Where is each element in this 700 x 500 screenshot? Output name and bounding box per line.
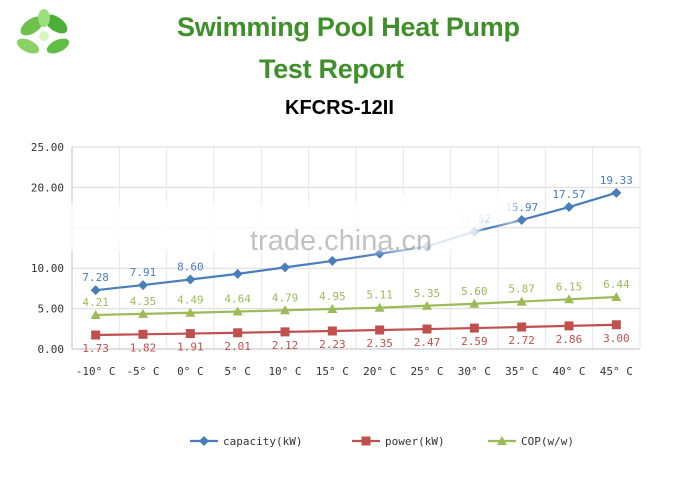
data-point [280,262,290,273]
data-point [233,328,243,338]
data-point [469,298,480,308]
x-tick-label: 25° C [410,365,443,378]
data-label: 5.60 [461,285,488,298]
chart-legend: capacity(kW) power(kW) COP(w/w) [190,435,574,448]
data-label: 4.49 [177,294,204,307]
data-point [469,323,479,333]
data-label: 4.21 [82,296,109,309]
x-tick-label: 10° C [268,365,301,378]
data-label: 1.73 [82,342,109,355]
data-label: 2.12 [272,339,299,352]
data-label: 6.15 [556,280,583,293]
data-label: 1.91 [177,341,204,354]
data-label: 2.35 [366,337,393,350]
data-point [564,202,574,213]
data-label: 4.95 [319,290,346,303]
data-label: 3.00 [603,332,630,345]
x-tick-label: 15° C [316,365,349,378]
legend-label: capacity(kW) [223,435,302,448]
x-tick-label: 20° C [363,365,396,378]
report-title-line1: Swimming Pool Heat Pump [177,12,520,42]
x-tick-label: -10° C [76,365,116,378]
y-tick-label: 10.00 [31,262,64,275]
y-tick-label: 25.00 [31,141,64,154]
series-line [95,295,617,317]
data-label: 19.33 [600,174,633,187]
watermark-text: trade.china.cn [250,225,433,257]
data-label: 4.64 [224,293,251,306]
data-labels: 7.287.918.6014.5215.9717.5719.331.731.82… [82,174,632,355]
data-point [327,304,338,314]
data-point [185,307,196,317]
x-tick-label: 0° C [177,365,204,378]
data-label: 2.59 [461,335,488,348]
data-label: 2.86 [556,333,583,346]
x-tick-label: -5° C [126,365,159,378]
model-number: KFCRS-12II [285,97,394,119]
legend-label: COP(w/w) [521,435,574,448]
data-point [422,300,432,310]
legend-label: power(kW) [385,435,445,448]
data-point [232,268,243,279]
data-label: 2.01 [224,340,251,353]
data-label: 17.57 [552,188,585,201]
data-point [564,294,574,304]
series-lines [95,191,617,337]
data-point [327,255,338,266]
data-label: 8.60 [177,261,204,274]
data-label: 5.11 [366,289,393,302]
green-leaves-logo [16,9,70,54]
data-label: 2.72 [508,334,535,347]
data-point [91,330,101,340]
y-tick-label: 5.00 [38,303,65,316]
data-point [138,308,148,318]
data-point [90,285,101,296]
data-label: 5.35 [414,287,441,300]
series-line [95,323,617,337]
data-point [564,321,574,331]
data-point [327,326,337,336]
report-title-line2: Test Report [259,54,404,84]
x-tick-label: 35° C [505,365,538,378]
x-tick-label: 45° C [600,365,633,378]
data-label: 1.82 [130,341,157,354]
data-point [374,302,385,312]
y-tick-label: 20.00 [31,181,64,194]
data-point [185,329,195,339]
data-point [611,291,622,301]
data-label: 7.28 [82,271,109,284]
data-point [611,320,621,330]
data-point [232,306,243,316]
data-label: 7.91 [130,266,157,279]
data-label: 4.79 [272,291,299,304]
data-point [422,324,432,334]
legend-swatch-marker [361,436,371,446]
data-point [138,280,148,291]
data-label: 2.23 [319,338,346,351]
data-label: 6.44 [603,278,630,291]
y-axis-ticks: 0.00 5.00 10.00 20.00 25.00 [31,141,64,356]
legend-swatch-marker [199,436,209,446]
data-point [375,325,385,335]
data-point [374,248,385,259]
y-tick-label: 0.00 [38,343,65,356]
data-point [90,309,101,319]
series-line [95,191,617,292]
data-point [185,274,196,285]
data-point [516,214,527,225]
data-label: 5.87 [508,283,535,296]
legend-swatch-marker [497,436,507,445]
x-tick-label: 40° C [552,365,585,378]
data-point [611,187,622,198]
data-point [280,327,290,337]
x-axis-ticks: -10° C -5° C 0° C 5° C 10° C 15° C 20° C 25° C 3… [76,365,633,378]
data-point [280,305,290,315]
data-point [517,322,527,332]
data-point [516,296,527,306]
x-tick-label: 5° C [224,365,251,378]
x-tick-label: 30° C [458,365,491,378]
data-label: 4.35 [130,295,157,308]
data-point [138,329,148,339]
data-label: 2.47 [414,336,441,349]
